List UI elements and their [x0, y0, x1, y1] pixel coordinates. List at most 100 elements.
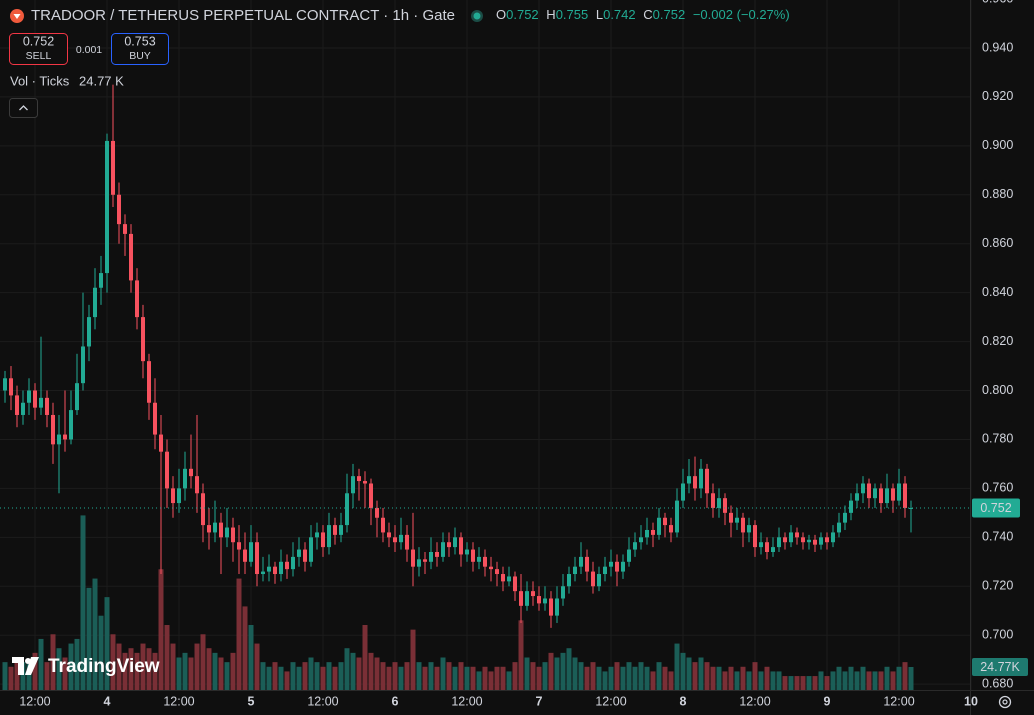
candle-body: [711, 493, 716, 508]
collapse-button[interactable]: [9, 98, 38, 118]
candle-body: [819, 537, 824, 545]
candle-body: [476, 556, 481, 562]
volume-bar: [746, 671, 752, 690]
candle-body: [20, 402, 25, 415]
candle-body: [705, 468, 710, 494]
volume-bar: [284, 671, 290, 690]
candle-body: [38, 397, 43, 408]
candle-body: [278, 561, 283, 575]
volume-bar: [560, 652, 566, 690]
candle-body: [729, 512, 734, 523]
sell-price[interactable]: 0.752: [23, 34, 54, 48]
buy-label[interactable]: BUY: [129, 50, 151, 62]
y-tick-label: 0.740: [982, 530, 1013, 544]
settings-ring[interactable]: [998, 695, 1012, 709]
candle-body: [356, 476, 361, 482]
candle-body: [723, 498, 728, 513]
candle-body: [813, 539, 818, 545]
y-tick-label: 0.940: [982, 40, 1013, 54]
volume-bar: [188, 657, 194, 690]
sell-box[interactable]: [9, 33, 68, 65]
volume-bar: [326, 662, 332, 690]
volume-bar: [776, 671, 782, 690]
volume-bar: [338, 662, 344, 690]
candle-body: [771, 547, 776, 552]
settings-icon[interactable]: [998, 695, 1012, 709]
volume-bar: [890, 671, 896, 690]
volume-bar: [566, 648, 572, 690]
candle-body: [116, 194, 121, 225]
buy-box[interactable]: [111, 33, 169, 65]
candle-body: [687, 476, 692, 484]
volume-bar: [206, 648, 212, 690]
candle-pane: [2, 84, 914, 628]
volume-bar: [170, 643, 176, 690]
buy-price[interactable]: 0.753: [124, 34, 155, 48]
candle-body: [380, 517, 385, 533]
volume-bar: [368, 652, 374, 690]
volume-bar: [416, 662, 422, 690]
collapse-chevron[interactable]: [19, 105, 28, 111]
candle-body: [489, 566, 494, 570]
volume-bar: [554, 657, 560, 690]
volume-bar: [314, 662, 320, 690]
volume-bar: [614, 662, 620, 690]
volume-bar: [392, 662, 398, 690]
sell-button[interactable]: 0.752 SELL: [9, 33, 68, 65]
volume-bar: [428, 662, 434, 690]
volume-bar: [386, 666, 392, 690]
candle-body: [56, 434, 61, 445]
volume-bar: [470, 666, 476, 690]
volume-bar: [590, 662, 596, 690]
candle-body: [146, 361, 151, 403]
buy-button[interactable]: 0.753 BUY: [111, 33, 169, 65]
volume-bar: [896, 666, 902, 690]
candle-body: [368, 483, 373, 508]
volume-bar: [704, 662, 710, 690]
y-tick-label: 0.680: [982, 676, 1013, 690]
sell-label[interactable]: SELL: [26, 50, 52, 62]
ohlc-legend: O0.752 H0.755 L0.742 C0.752 −0.002 (−0.2…: [496, 7, 790, 22]
volume-bar: [200, 634, 206, 690]
x-tick-label: 12:00: [451, 694, 482, 708]
candle-body: [531, 591, 536, 597]
candle-body: [266, 566, 271, 572]
candle-body: [621, 561, 626, 572]
volume-bar: [806, 676, 812, 690]
candle-body: [404, 534, 409, 550]
volume-bar: [404, 662, 410, 690]
volume-bar: [734, 671, 740, 690]
volume-bar: [488, 671, 494, 690]
candle-body: [428, 552, 433, 562]
candle-body: [152, 402, 157, 435]
volume-bar: [584, 666, 590, 690]
candle-body: [579, 556, 584, 567]
candle-body: [681, 483, 686, 501]
y-tick-label: 0.760: [982, 481, 1013, 495]
candle-body: [434, 552, 439, 557]
candle-body: [585, 556, 590, 572]
x-tick-label: 8: [680, 694, 687, 708]
candle-body: [699, 468, 704, 489]
volume-bar: [698, 657, 704, 690]
volume-bar: [254, 643, 260, 690]
x-tick-label: 12:00: [19, 694, 50, 708]
volume-bar: [860, 666, 866, 690]
volume-bar: [836, 666, 842, 690]
candle-body: [398, 534, 403, 543]
volume-bar: [212, 652, 218, 690]
volume-bar: [422, 666, 428, 690]
candle-body: [362, 481, 367, 484]
volume-bar: [260, 662, 266, 690]
volume-bar: [104, 597, 110, 690]
candle-body: [242, 549, 247, 562]
candle-body: [795, 532, 800, 538]
volume-bar: [452, 666, 458, 690]
symbol-icon-glyph: [13, 14, 21, 19]
candle-body: [452, 537, 457, 548]
volume-bar: [680, 652, 686, 690]
collapse-box[interactable]: [9, 98, 38, 118]
settings-center[interactable]: [1002, 699, 1008, 705]
volume-bar: [572, 657, 578, 690]
